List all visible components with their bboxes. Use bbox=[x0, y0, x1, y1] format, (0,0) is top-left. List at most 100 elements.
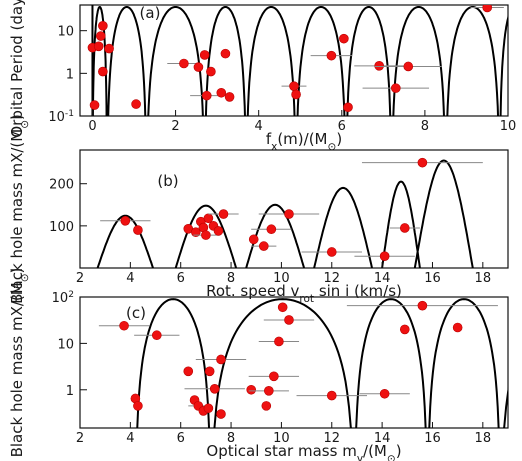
data-point bbox=[399, 324, 410, 335]
data-point bbox=[183, 366, 194, 377]
plot-area bbox=[96, 157, 483, 268]
y-tick-label: 100 bbox=[49, 220, 74, 235]
x-tick-label: 8 bbox=[227, 431, 235, 446]
data-point bbox=[191, 227, 201, 237]
x-tick-label: 12 bbox=[323, 271, 340, 286]
x-tick-label: 18 bbox=[475, 431, 492, 446]
x-axis-label: Rot. speed vrot sin i (km/s) bbox=[206, 282, 402, 305]
data-point bbox=[339, 33, 349, 44]
data-point bbox=[482, 5, 493, 13]
x-tick-label: 8 bbox=[421, 119, 429, 134]
x-tick-label: 2 bbox=[76, 271, 84, 286]
data-point bbox=[203, 213, 214, 224]
x-tick-label: 4 bbox=[126, 431, 134, 446]
data-point bbox=[374, 61, 384, 71]
panel-b: 2 4 6 8 10 12 14 16 18 100 200 Rot. speed vrot sin … bbox=[8, 114, 509, 305]
y-tick-label: 200 bbox=[49, 178, 74, 193]
data-point bbox=[248, 234, 259, 245]
data-point bbox=[258, 241, 269, 251]
data-point bbox=[203, 403, 214, 414]
data-point bbox=[119, 320, 129, 331]
data-point bbox=[120, 216, 131, 226]
data-point bbox=[216, 354, 226, 365]
data-point bbox=[284, 209, 294, 219]
x-tick-label: 4 bbox=[255, 119, 263, 134]
data-point bbox=[326, 390, 337, 401]
x-tick-label: 8 bbox=[227, 271, 235, 286]
panel-a: 0 2 4 6 8 10 10 1 10-1 fx(m)/(M⊙) Orbital Period (… bbox=[8, 0, 516, 153]
data-point bbox=[98, 66, 108, 77]
data-point bbox=[201, 230, 211, 240]
data-point bbox=[199, 50, 210, 60]
data-point bbox=[93, 41, 104, 52]
data-point bbox=[206, 66, 216, 77]
model-curve bbox=[96, 159, 474, 268]
x-tick-label: 2 bbox=[76, 431, 84, 446]
data-point bbox=[209, 383, 220, 394]
data-point bbox=[261, 401, 272, 411]
data-point bbox=[204, 366, 215, 377]
data-point bbox=[133, 225, 143, 235]
data-point bbox=[343, 102, 353, 113]
model-curve bbox=[136, 298, 508, 428]
data-point bbox=[216, 87, 227, 98]
data-point bbox=[201, 90, 212, 101]
data-point bbox=[379, 388, 390, 399]
data-point bbox=[95, 31, 106, 41]
plot-frame bbox=[79, 296, 509, 429]
y-tick-label: 1 bbox=[66, 67, 74, 82]
y-tick-label: 1 bbox=[66, 384, 74, 399]
data-point bbox=[274, 336, 284, 347]
data-point bbox=[131, 99, 141, 109]
plot-area bbox=[98, 298, 508, 428]
data-point bbox=[216, 409, 226, 419]
plot-area bbox=[87, 5, 508, 116]
model-curve bbox=[91, 6, 508, 116]
x-tick-label: 2 bbox=[171, 119, 179, 134]
y-axis-label: Black hole mass mX/(M⊙) bbox=[8, 114, 31, 304]
data-point bbox=[269, 371, 279, 382]
data-point bbox=[452, 322, 463, 333]
data-point bbox=[98, 21, 108, 31]
x-tick-label: 10 bbox=[500, 119, 517, 134]
x-tick-label: 12 bbox=[323, 431, 340, 446]
y-tick-label: 10-1 bbox=[48, 109, 74, 125]
plot-frame bbox=[79, 149, 509, 269]
x-tick-label: 16 bbox=[424, 431, 441, 446]
data-point bbox=[284, 315, 294, 325]
data-point bbox=[193, 62, 204, 72]
data-point bbox=[224, 92, 235, 102]
data-point bbox=[220, 48, 231, 59]
y-tick-label: 10 bbox=[57, 337, 74, 352]
data-point bbox=[179, 58, 189, 69]
x-axis-label: Optical star mass mv/(M⊙) bbox=[206, 442, 401, 461]
data-point bbox=[246, 384, 256, 395]
x-tick-label: 16 bbox=[424, 271, 441, 286]
y-tick-label: 102 bbox=[52, 290, 74, 306]
data-point bbox=[277, 302, 288, 313]
data-point bbox=[291, 89, 301, 100]
x-tick-label: 10 bbox=[273, 271, 290, 286]
data-point bbox=[151, 330, 162, 341]
x-tick-label: 14 bbox=[374, 431, 391, 446]
x-tick-label: 6 bbox=[338, 119, 346, 134]
data-point bbox=[379, 251, 390, 262]
x-tick-label: 14 bbox=[374, 271, 391, 286]
y-axis-label: Orbital Period (days) bbox=[8, 0, 26, 138]
data-point bbox=[417, 300, 428, 311]
data-point bbox=[326, 247, 337, 257]
x-axis-label: fx(m)/(M⊙) bbox=[266, 130, 342, 153]
panel-label: (a) bbox=[140, 4, 161, 22]
x-tick-label: 10 bbox=[273, 431, 290, 446]
panel-label: (c) bbox=[126, 304, 146, 322]
x-tick-label: 6 bbox=[177, 271, 185, 286]
data-point bbox=[417, 157, 428, 168]
x-tick-label: 18 bbox=[475, 271, 492, 286]
data-point bbox=[213, 226, 224, 236]
data-point bbox=[399, 223, 410, 233]
data-point bbox=[391, 83, 401, 93]
x-tick-label: 6 bbox=[177, 431, 185, 446]
y-axis-label: Black hole mass mX/(M⊙) bbox=[8, 268, 31, 458]
